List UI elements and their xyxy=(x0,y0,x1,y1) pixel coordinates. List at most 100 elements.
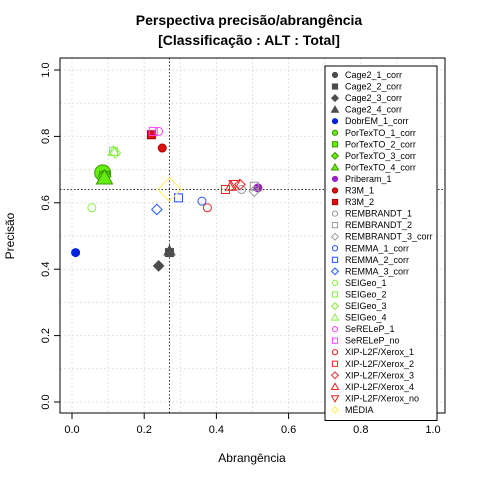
legend-label: SEIGeo_2 xyxy=(345,289,387,299)
legend-marker xyxy=(330,405,340,415)
data-point xyxy=(148,126,158,136)
legend-label: SEIGeo_4 xyxy=(345,313,387,323)
legend-label: REMMA_1_corr xyxy=(345,243,409,253)
legend-label: SeRELeP_no xyxy=(345,336,400,346)
legend-marker xyxy=(330,382,340,390)
data-point xyxy=(197,196,207,206)
data-point xyxy=(224,179,238,191)
data-point xyxy=(157,143,167,153)
legend-label: XIP-L2F/Xerox_3 xyxy=(345,370,414,380)
legend-marker xyxy=(331,222,339,229)
legend-label: Cage2_1_corr xyxy=(345,70,402,80)
legend-marker xyxy=(330,151,340,160)
legend-label: REMBRANDT_1 xyxy=(345,209,412,219)
legend-marker xyxy=(330,232,340,241)
legend-label: R3M_1 xyxy=(345,186,374,196)
legend-marker xyxy=(331,210,339,217)
legend-label: XIP-L2F/Xerox_2 xyxy=(345,359,414,369)
legend-label: Cage2_3_corr xyxy=(345,93,402,103)
x-tick-label: 0.8 xyxy=(353,424,368,436)
legend-marker xyxy=(331,279,339,286)
x-axis-label: Abrangência xyxy=(218,451,286,465)
data-point xyxy=(152,259,165,272)
y-tick-label: 0.2 xyxy=(40,328,52,343)
y-tick-label: 0.6 xyxy=(40,195,52,210)
legend-label: Cage2_2_corr xyxy=(345,82,402,92)
legend-label: PorTexTO_3_corr xyxy=(345,151,416,161)
data-point xyxy=(163,244,176,256)
data-point xyxy=(228,179,241,191)
legend-marker xyxy=(331,187,339,194)
legend-marker xyxy=(331,337,339,344)
data-point xyxy=(248,185,261,198)
legend-label: XIP-L2F/Xerox_1 xyxy=(345,347,414,357)
legend-marker xyxy=(331,198,339,206)
data-point xyxy=(233,178,246,191)
data-point xyxy=(202,203,212,213)
legend-label: REMMA_3_corr xyxy=(345,266,409,276)
legend-marker xyxy=(330,162,340,171)
data-point xyxy=(157,177,182,202)
y-tick-label: 0.0 xyxy=(40,394,52,409)
data-point xyxy=(146,130,156,140)
legend-marker xyxy=(331,256,339,263)
legend-label: Cage2_4_corr xyxy=(345,105,402,115)
legend-label: DobrEM_1_corr xyxy=(345,116,409,126)
legend-marker xyxy=(331,326,339,333)
data-point xyxy=(87,203,97,213)
reference-lines xyxy=(60,58,445,413)
data-points xyxy=(71,126,263,272)
y-axis-label: Precisão xyxy=(3,212,17,259)
legend-label: REMMA_2_corr xyxy=(345,255,409,265)
legend-label: SeRELeP_1 xyxy=(345,324,395,334)
x-tick-label: 0.2 xyxy=(137,424,152,436)
legend-label: MÉDIA xyxy=(345,405,374,415)
legend-marker xyxy=(331,129,339,136)
legend-marker xyxy=(331,118,339,125)
data-point xyxy=(220,185,230,195)
x-tick-label: 0.6 xyxy=(281,424,296,436)
legend-marker xyxy=(330,313,340,321)
legend-marker xyxy=(331,291,339,298)
legend-marker xyxy=(331,175,339,183)
legend-label: XIP-L2F/Xerox_no xyxy=(345,393,419,403)
legend-marker xyxy=(330,301,340,311)
legend-marker xyxy=(331,141,339,148)
legend-label: REMBRANDT_3_corr xyxy=(345,232,433,242)
legend-marker xyxy=(330,105,340,113)
chart-subtitle: [Classificação : ALT : Total] xyxy=(158,32,340,48)
y-tick-label: 0.4 xyxy=(40,262,52,277)
legend-label: Priberam_1 xyxy=(345,174,392,184)
legend-marker xyxy=(330,371,340,380)
legend-label: R3M_2 xyxy=(345,197,374,207)
x-tick-label: 0.0 xyxy=(64,424,79,436)
legend-label: PorTexTO_4_corr xyxy=(345,162,416,172)
legend-marker xyxy=(331,83,339,90)
y-tick-label: 0.8 xyxy=(40,129,52,144)
legend-marker xyxy=(331,245,339,252)
y-tick-label: 1.0 xyxy=(40,62,52,77)
legend-box xyxy=(324,65,438,421)
legend-marker xyxy=(330,94,340,103)
x-tick-label: 0.4 xyxy=(209,424,224,436)
data-point xyxy=(150,203,163,216)
chart-title: Perspectiva precisão/abrangência xyxy=(136,12,363,28)
legend-label: SEIGeo_1 xyxy=(345,278,387,288)
data-point xyxy=(71,248,81,258)
data-point xyxy=(95,168,114,185)
legend-marker xyxy=(331,349,339,356)
axes: 0.0 0.2 0.4 0.6 0.8 1.0 0.0 0.2 0.4 0.6 0.8 1.0 xyxy=(40,62,441,436)
data-point xyxy=(109,147,122,159)
data-point xyxy=(173,193,183,203)
legend-marker xyxy=(330,395,340,403)
legend-label: SEIGeo_3 xyxy=(345,301,387,311)
legend-label: PorTexTO_2_corr xyxy=(345,139,416,149)
legend-label: PorTexTO_1_corr xyxy=(345,128,416,138)
legend-label: REMBRANDT_2 xyxy=(345,220,412,230)
data-point xyxy=(154,126,164,136)
legend-marker xyxy=(331,71,339,79)
legend-marker xyxy=(330,267,340,276)
x-tick-label: 1.0 xyxy=(425,424,440,436)
